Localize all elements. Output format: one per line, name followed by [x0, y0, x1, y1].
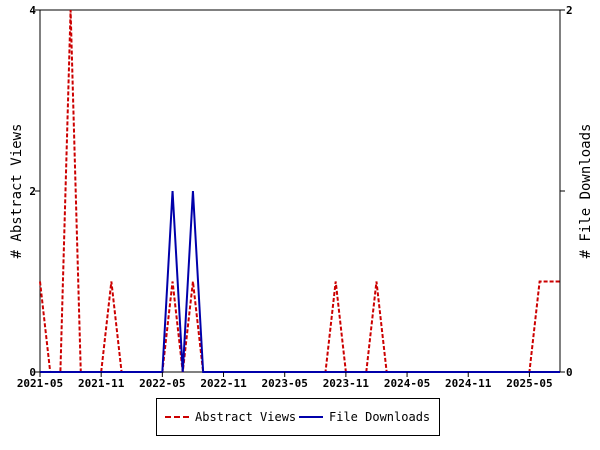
- legend-item-file-downloads: File Downloads: [299, 410, 430, 424]
- x-tick-label: 2021-05: [17, 377, 63, 390]
- x-tick-label: 2023-05: [262, 377, 308, 390]
- legend-swatch-abstract-views: [165, 416, 189, 418]
- y-left-axis-title: # Abstract Views: [9, 124, 25, 259]
- axis-layer: 2021-05 2021-11 2022-05 2022-11 2023-05 2023-…: [17, 4, 573, 390]
- x-tick-label: 2025-05: [506, 377, 552, 390]
- x-tick-label: 2022-05: [139, 377, 185, 390]
- x-tick-label: 2022-11: [200, 377, 247, 390]
- x-tick-label: 2024-05: [384, 377, 430, 390]
- legend: Abstract Views File Downloads: [156, 398, 440, 436]
- x-tick-label: 2024-11: [445, 377, 492, 390]
- series-layer: [39, 9, 560, 373]
- y-right-axis-title: # File Downloads: [578, 124, 594, 259]
- y-right-tick-label: 0: [566, 366, 573, 379]
- x-tick-label: 2023-11: [323, 377, 370, 390]
- legend-swatch-file-downloads: [299, 416, 323, 418]
- legend-label-abstract-views: Abstract Views: [195, 410, 297, 424]
- legend-item-abstract-views: Abstract Views: [165, 410, 296, 424]
- y-left-tick-label: 4: [29, 4, 36, 17]
- y-left-tick-label: 2: [29, 185, 36, 198]
- plot-area: [39, 9, 561, 373]
- legend-label-file-downloads: File Downloads: [329, 410, 431, 424]
- x-tick-label: 2021-11: [78, 377, 125, 390]
- y-right-tick-label: 2: [566, 4, 573, 17]
- series-line-file-downloads: [40, 190, 560, 373]
- y-left-tick-label: 0: [29, 366, 36, 379]
